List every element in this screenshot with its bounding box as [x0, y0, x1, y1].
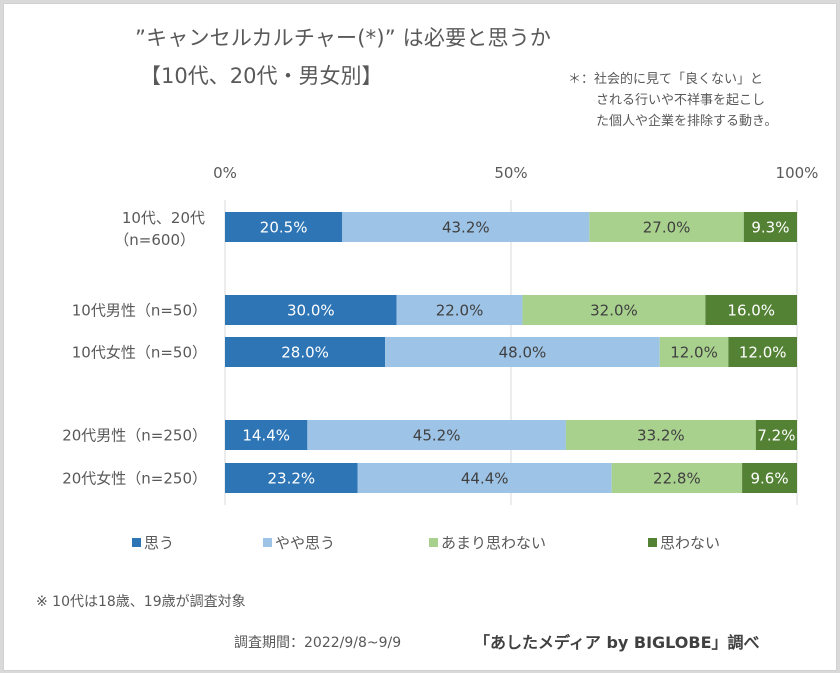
category-label: 10代男性（n=50）: [72, 302, 207, 320]
data-label: 7.2%: [757, 427, 795, 445]
legend-swatch: [263, 538, 272, 547]
category-label: 10代、20代: [122, 209, 205, 227]
bar-segment: [743, 212, 797, 242]
bar-segment: [611, 463, 743, 493]
legend-label: 思わない: [660, 534, 721, 552]
data-label: 9.6%: [750, 470, 788, 488]
bar-segment: [565, 420, 756, 450]
source-credit: 「あしたメディア by BIGLOBE」調べ: [474, 633, 760, 652]
bar-segment: [225, 463, 358, 493]
bar-segment: [728, 337, 797, 367]
legend-item: 思う: [132, 532, 174, 553]
legend-swatch: [429, 538, 438, 547]
bar-segment: [342, 212, 590, 242]
bar-segment: [225, 295, 397, 325]
x-tick-label: 0%: [213, 164, 237, 182]
definition-line: される行いや不祥事を起こし: [596, 93, 766, 108]
x-tick-label: 50%: [494, 164, 527, 182]
legend-item: 思わない: [648, 532, 720, 553]
data-label: 20.5%: [260, 219, 308, 237]
data-label: 32.0%: [590, 302, 638, 320]
bar-segment: [357, 463, 612, 493]
category-label: （n=600）: [114, 231, 195, 249]
legend-label: やや思う: [275, 534, 336, 552]
category-label: 10代女性（n=50）: [72, 344, 207, 362]
bar-segment: [225, 337, 386, 367]
survey-note: ※ 10代は18歳、19歳が調査対象: [36, 594, 246, 610]
category-label: 20代男性（n=250）: [62, 427, 207, 445]
data-label: 23.2%: [268, 470, 316, 488]
legend-swatch: [132, 538, 141, 547]
data-label: 30.0%: [287, 302, 335, 320]
data-label: 14.4%: [242, 427, 290, 445]
legend-swatch: [648, 538, 657, 547]
data-label: 22.8%: [653, 470, 701, 488]
legend-item: あまり思わない: [429, 532, 546, 553]
legend: 思う やや思う あまり思わない 思わない: [0, 532, 840, 554]
bar-segment: [589, 212, 744, 242]
bar-segment: [522, 295, 706, 325]
bar-segment: [705, 295, 797, 325]
x-tick-label: 100%: [776, 164, 819, 182]
category-label: 20代女性（n=250）: [62, 470, 207, 488]
bar-segment: [742, 463, 797, 493]
definition-line: た個人や企業を排除する動き。: [596, 114, 778, 129]
survey-period: 調査期間：2022/9/8~9/9: [234, 635, 402, 651]
data-label: 27.0%: [643, 219, 691, 237]
data-label: 45.2%: [413, 427, 461, 445]
data-label: 9.3%: [751, 219, 789, 237]
bar-segment: [225, 420, 308, 450]
legend-label: 思う: [144, 534, 175, 552]
bar-segment: [396, 295, 523, 325]
data-label: 12.0%: [670, 344, 718, 362]
data-label: 28.0%: [281, 344, 329, 362]
bar-segment: [659, 337, 729, 367]
definition-line: ＊：社会的に見て「良くない」と: [568, 72, 764, 87]
chart-subtitle: 【10代、20代・男女別】: [140, 64, 383, 88]
legend-item: やや思う: [263, 532, 335, 553]
data-label: 16.0%: [727, 302, 775, 320]
data-label: 43.2%: [442, 219, 490, 237]
data-label: 33.2%: [637, 427, 685, 445]
definition-footnote: ＊：社会的に見て「良くない」と される行いや不祥事を起こし た個人や企業を排除す…: [568, 69, 818, 132]
bar-segment: [225, 212, 343, 242]
bar-segment: [307, 420, 566, 450]
data-label: 12.0%: [739, 344, 787, 362]
data-label: 48.0%: [499, 344, 547, 362]
bar-segment: [385, 337, 660, 367]
data-label: 44.4%: [461, 470, 509, 488]
bar-segment: [755, 420, 797, 450]
data-label: 22.0%: [436, 302, 484, 320]
legend-label: あまり思わない: [441, 534, 547, 552]
chart-title: ”キャンセルカルチャー(*)” は必要と思うか: [135, 26, 552, 50]
